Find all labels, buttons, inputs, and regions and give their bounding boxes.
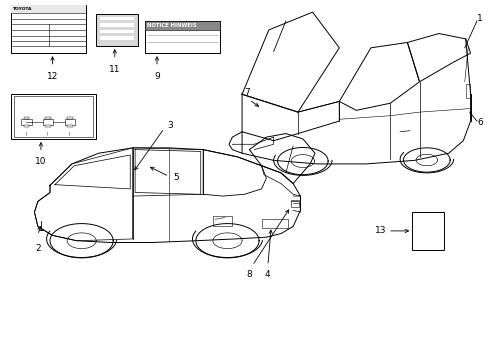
Bar: [212, 216, 232, 226]
Text: 1: 1: [476, 14, 482, 23]
Bar: [23, 125, 29, 127]
Bar: [45, 125, 51, 127]
Text: NOTICE HINWEIS: NOTICE HINWEIS: [147, 23, 197, 28]
Text: |: |: [69, 132, 70, 136]
Bar: [96, 14, 137, 46]
Text: |: |: [47, 132, 48, 136]
Text: 12: 12: [47, 72, 58, 81]
Bar: [23, 117, 29, 119]
Text: 7: 7: [244, 88, 249, 97]
Bar: [100, 36, 133, 40]
Text: TOYOTA: TOYOTA: [13, 7, 32, 11]
Bar: [67, 117, 73, 119]
Text: 9: 9: [154, 72, 160, 81]
Bar: [11, 5, 86, 53]
Bar: [290, 201, 299, 207]
Bar: [144, 21, 220, 30]
Bar: [11, 5, 86, 13]
Bar: [67, 125, 73, 127]
Bar: [42, 119, 53, 125]
Bar: [144, 21, 220, 53]
Bar: [21, 119, 31, 125]
Text: 6: 6: [476, 118, 482, 127]
Bar: [465, 84, 468, 98]
Text: 4: 4: [264, 270, 270, 279]
Text: 8: 8: [246, 270, 252, 279]
Bar: [100, 30, 133, 33]
Bar: [45, 117, 51, 119]
Bar: [11, 94, 96, 139]
Text: |: |: [25, 132, 26, 136]
Text: 5: 5: [173, 173, 179, 182]
Text: 11: 11: [109, 64, 121, 73]
Text: 13: 13: [374, 226, 386, 235]
Bar: [14, 96, 93, 137]
Bar: [64, 119, 75, 125]
Text: 3: 3: [167, 121, 173, 130]
Bar: [100, 17, 133, 20]
Text: 10: 10: [35, 157, 46, 166]
Text: 2: 2: [35, 244, 41, 253]
Bar: [411, 212, 443, 249]
Bar: [261, 219, 287, 228]
Bar: [100, 23, 133, 27]
